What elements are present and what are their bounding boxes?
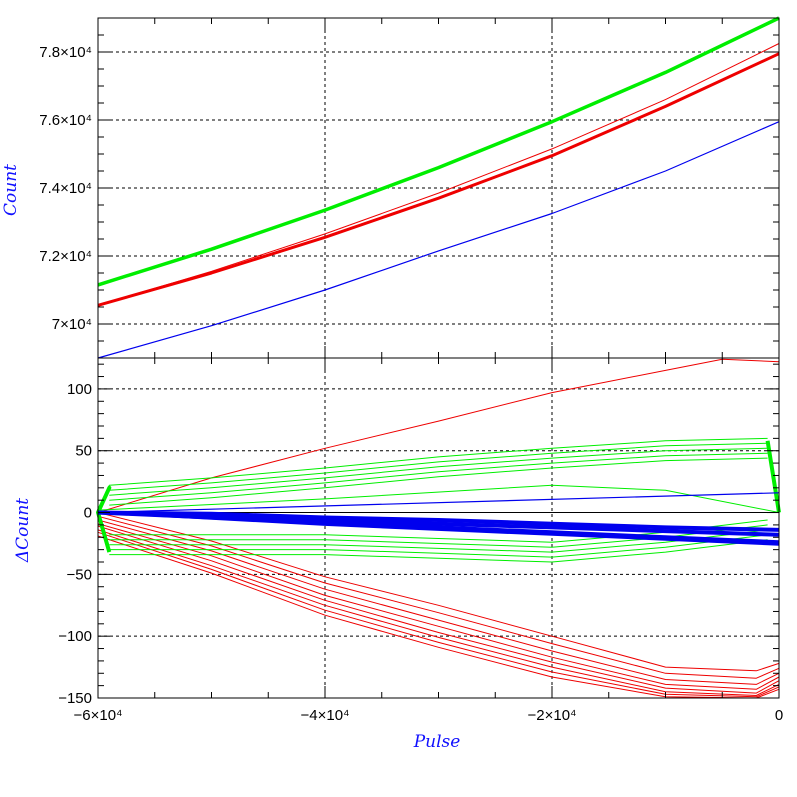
- series-line-27: [97, 511, 780, 546]
- y-tick-label: 50: [75, 443, 92, 460]
- series-line-15: [97, 484, 780, 513]
- series-line-3: [97, 515, 780, 679]
- series-line-1: [97, 43, 780, 306]
- series-line-2: [97, 52, 780, 307]
- top-tick-labels: 7×10⁴ 7.2×10⁴ 7.4×10⁴ 7.6×10⁴ 7.8×10⁴: [39, 44, 92, 333]
- bottom-y-axis-title: ΔCount: [13, 498, 33, 563]
- series-line-0: [97, 16, 780, 287]
- x-tick-label: −2×10⁴: [528, 707, 577, 724]
- series-line-13: [109, 452, 768, 501]
- series-line-1: [97, 358, 780, 513]
- bottom-panel: −150 −100 −50 0 50 100 −6×10⁴ −4×10⁴ −2×10⁴ 0 ΔCo…: [13, 357, 783, 752]
- top-series: [97, 16, 780, 359]
- bottom-ticks: [97, 358, 780, 699]
- top-grid: [98, 18, 779, 358]
- top-panel: 7×10⁴ 7.2×10⁴ 7.4×10⁴ 7.6×10⁴ 7.8×10⁴ Count: [1, 16, 780, 359]
- series-line-8: [97, 531, 780, 698]
- y-tick-label: 7.4×10⁴: [39, 180, 92, 197]
- bottom-plot-frame: [97, 357, 780, 699]
- y-tick-label: 7.6×10⁴: [39, 112, 92, 129]
- top-y-axis-title: Count: [1, 164, 21, 216]
- series-line-7: [97, 529, 780, 696]
- x-tick-label: 0: [775, 707, 783, 724]
- y-tick-label: 100: [67, 381, 92, 398]
- series-line-23: [97, 492, 780, 514]
- series-line-5: [97, 523, 780, 690]
- bottom-tick-labels: −150 −100 −50 0 50 100 −6×10⁴ −4×10⁴ −2×10⁴ 0: [58, 381, 783, 724]
- series-line-14: [109, 457, 768, 506]
- y-tick-label: 7.8×10⁴: [39, 44, 92, 61]
- series-line-11: [109, 442, 768, 491]
- series-line-2: [97, 512, 780, 672]
- x-tick-label: −4×10⁴: [301, 707, 350, 724]
- series-line-3: [97, 121, 780, 359]
- y-tick-label: −50: [67, 566, 92, 583]
- x-tick-label: −6×10⁴: [74, 707, 123, 724]
- x-axis-title: Pulse: [413, 732, 461, 752]
- series-line-17: [109, 534, 768, 558]
- series-line-16: [109, 539, 768, 563]
- series-line-21: [96, 485, 112, 553]
- y-tick-label: 7×10⁴: [52, 316, 92, 333]
- series-line-26: [97, 510, 780, 545]
- y-tick-label: 0: [84, 505, 92, 522]
- series-line-4: [97, 519, 780, 685]
- y-tick-label: −150: [58, 690, 92, 707]
- series-line-18: [109, 529, 768, 553]
- series-line-12: [109, 447, 768, 496]
- series-line-22: [765, 440, 781, 513]
- series-line-25: [97, 510, 780, 532]
- bottom-series: [96, 358, 781, 699]
- series-line-6: [97, 525, 780, 694]
- series-line-10: [97, 437, 768, 513]
- y-tick-label: 7.2×10⁴: [39, 248, 92, 265]
- y-tick-label: −100: [58, 628, 92, 645]
